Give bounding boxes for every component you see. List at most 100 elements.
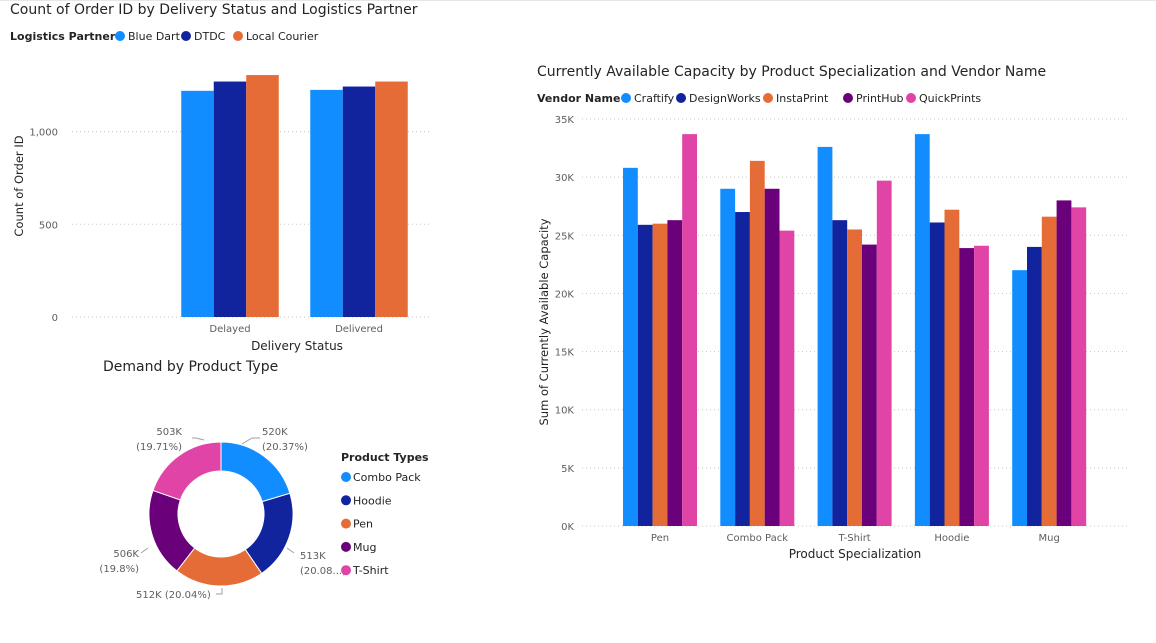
legend-marker-dtdc bbox=[181, 31, 191, 41]
capacity-y-ticks: 0K 5K 10K 15K 20K 25K 30K 35K bbox=[555, 115, 575, 533]
bar-t-shirt-quickprints bbox=[876, 180, 892, 527]
bar-hoodie-quickprints bbox=[974, 245, 989, 526]
delivery-x-tick-label: Delivered bbox=[335, 324, 383, 335]
legend-marker-craftify bbox=[621, 93, 631, 103]
capacity-legend-title: Vendor Name bbox=[537, 92, 620, 105]
capacity-x-tick-label: Mug bbox=[1039, 533, 1060, 544]
bar-hoodie-craftify bbox=[914, 134, 930, 527]
bar-combo-pack-craftify bbox=[720, 188, 736, 526]
delivery-legend-title: Logistics Partner bbox=[10, 30, 116, 43]
data-label-value-pen: 512K (20.04%) bbox=[136, 590, 211, 601]
bar-combo-pack-quickprints bbox=[779, 230, 795, 527]
legend-label-hoodie: Hoodie bbox=[353, 494, 392, 507]
demand-donut-chart: Demand by Product Type 520K (20.37%) 513K (… bbox=[99, 359, 429, 601]
bar-pen-designworks bbox=[637, 224, 653, 526]
delivery-status-chart: Count of Order ID by Delivery Status and… bbox=[10, 2, 430, 353]
capacity-chart-title: Currently Available Capacity by Product … bbox=[537, 64, 1046, 80]
leader-line-combo-pack bbox=[241, 437, 260, 445]
bar-delayed-dtdc bbox=[213, 81, 247, 317]
capacity-x-tick-label: Combo Pack bbox=[727, 533, 789, 544]
demand-data-labels: 520K (20.37%) 513K (20.08...) 512K (20.04%) 5… bbox=[99, 427, 346, 601]
legend-label-t-shirt: T-Shirt bbox=[352, 564, 389, 577]
legend-label-pen: Pen bbox=[353, 518, 373, 531]
legend-label-dtdc: DTDC bbox=[194, 30, 226, 43]
legend-marker-hoodie bbox=[341, 495, 351, 506]
bar-t-shirt-instaprint bbox=[847, 229, 862, 526]
capacity-x-axis-title: Product Specialization bbox=[789, 547, 922, 561]
legend-marker-local-courier bbox=[233, 31, 243, 41]
bar-mug-instaprint bbox=[1041, 216, 1057, 526]
demand-slices bbox=[148, 441, 294, 587]
capacity-chart: Currently Available Capacity by Product … bbox=[537, 64, 1128, 561]
delivery-y-ticks: 0 500 1,000 bbox=[29, 128, 58, 324]
legend-label-instaprint: InstaPrint bbox=[776, 92, 829, 105]
bar-hoodie-designworks bbox=[929, 222, 945, 526]
bar-hoodie-instaprint bbox=[944, 209, 960, 526]
data-label-pct-hoodie: (20.08...) bbox=[300, 566, 346, 577]
legend-label-quickprints: QuickPrints bbox=[919, 92, 981, 105]
bar-pen-instaprint bbox=[652, 223, 668, 526]
bar-pen-printhub bbox=[667, 220, 683, 526]
capacity-y-tick-label: 0K bbox=[561, 522, 574, 533]
bar-combo-pack-printhub bbox=[764, 188, 780, 526]
leader-line-pen bbox=[216, 588, 223, 595]
delivery-bars bbox=[181, 75, 408, 318]
legend-marker-pen bbox=[341, 518, 351, 529]
capacity-x-ticks: Pen Combo Pack T-Shirt Hoodie Mug bbox=[651, 533, 1060, 544]
demand-legend: Combo Pack Hoodie Pen Mug T-Shirt bbox=[341, 471, 421, 577]
delivery-chart-title: Count of Order ID by Delivery Status and… bbox=[10, 2, 418, 18]
data-label-value-mug: 506K bbox=[113, 549, 139, 560]
delivery-y-tick-label: 1,000 bbox=[29, 128, 58, 139]
delivery-x-ticks: Delayed Delivered bbox=[209, 324, 383, 335]
demand-legend-title: Product Types bbox=[341, 451, 429, 464]
legend-marker-combo-pack bbox=[341, 472, 351, 482]
bar-hoodie-printhub bbox=[959, 248, 975, 526]
bar-t-shirt-designworks bbox=[832, 220, 848, 526]
capacity-y-tick-label: 10K bbox=[555, 406, 575, 417]
capacity-bars bbox=[623, 134, 1087, 527]
capacity-x-tick-label: T-Shirt bbox=[837, 533, 870, 544]
delivery-x-tick-label: Delayed bbox=[209, 324, 250, 335]
data-label-value-combo-pack: 520K bbox=[262, 427, 288, 438]
delivery-x-axis-title: Delivery Status bbox=[251, 339, 343, 353]
capacity-y-tick-label: 5K bbox=[561, 464, 574, 475]
capacity-y-tick-label: 15K bbox=[555, 348, 575, 359]
legend-marker-instaprint bbox=[763, 93, 773, 103]
top-divider bbox=[0, 0, 1156, 1]
delivery-legend: Blue Dart DTDC Local Courier bbox=[115, 30, 319, 43]
bar-mug-quickprints bbox=[1071, 207, 1087, 526]
capacity-y-tick-label: 30K bbox=[555, 173, 575, 184]
leader-line-t-shirt bbox=[192, 437, 205, 441]
legend-label-designworks: DesignWorks bbox=[689, 92, 761, 105]
donut-slice-t-shirt bbox=[152, 441, 222, 501]
bar-mug-designworks bbox=[1027, 246, 1042, 526]
capacity-y-tick-label: 35K bbox=[555, 115, 575, 126]
bar-delayed-local-courier bbox=[246, 75, 279, 318]
legend-marker-printhub bbox=[843, 93, 853, 103]
legend-label-combo-pack: Combo Pack bbox=[353, 471, 421, 484]
bar-delivered-blue-dart bbox=[310, 89, 343, 317]
bar-combo-pack-instaprint bbox=[749, 160, 765, 526]
data-label-value-hoodie: 513K bbox=[300, 551, 326, 562]
bar-t-shirt-craftify bbox=[817, 146, 833, 526]
capacity-x-tick-label: Pen bbox=[651, 533, 669, 544]
bar-delayed-blue-dart bbox=[181, 90, 214, 318]
legend-marker-t-shirt bbox=[341, 565, 351, 576]
legend-label-craftify: Craftify bbox=[634, 92, 675, 105]
demand-chart-title: Demand by Product Type bbox=[103, 359, 278, 375]
capacity-y-tick-label: 25K bbox=[555, 231, 575, 242]
delivery-y-tick-label: 500 bbox=[39, 220, 58, 231]
delivery-y-tick-label: 0 bbox=[52, 313, 58, 324]
legend-marker-quickprints bbox=[906, 93, 916, 103]
bar-delivered-dtdc bbox=[342, 86, 376, 317]
capacity-y-axis-title: Sum of Currently Available Capacity bbox=[537, 218, 551, 425]
data-label-value-t-shirt: 503K bbox=[156, 427, 182, 438]
legend-label-local-courier: Local Courier bbox=[246, 30, 319, 43]
bar-delivered-local-courier bbox=[375, 81, 408, 317]
data-label-pct-t-shirt: (19.71%) bbox=[136, 442, 182, 453]
bar-pen-quickprints bbox=[682, 134, 697, 527]
legend-marker-blue-dart bbox=[115, 31, 125, 41]
bar-mug-printhub bbox=[1056, 200, 1072, 526]
bar-mug-craftify bbox=[1012, 270, 1027, 526]
